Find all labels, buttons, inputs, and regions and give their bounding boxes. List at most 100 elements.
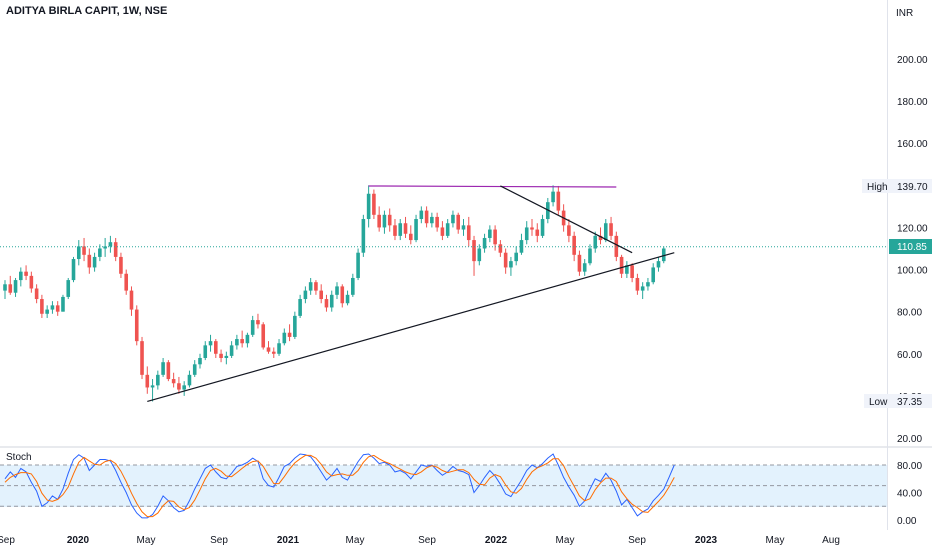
- candle-body: [614, 235, 619, 257]
- trendline-ascending: [147, 252, 675, 403]
- candle-body: [340, 286, 345, 304]
- candle-body: [282, 332, 287, 344]
- candle-body: [55, 305, 60, 312]
- candle-body: [145, 374, 150, 388]
- candle-body: [530, 227, 534, 230]
- time-tick-label: Sep: [210, 535, 228, 546]
- candle-body: [551, 191, 555, 203]
- candle-body: [229, 345, 234, 356]
- candle-body: [314, 282, 318, 291]
- candle-body: [593, 235, 598, 249]
- high-price-tag: High 139.70: [862, 179, 932, 193]
- candle-body: [319, 290, 323, 300]
- candle-body: [335, 286, 339, 295]
- time-tick-label: May: [556, 535, 575, 546]
- candle-body: [524, 227, 529, 241]
- stochastic-indicator: [0, 453, 887, 519]
- time-tick-label: Sep: [418, 535, 436, 546]
- candle-body: [261, 324, 266, 348]
- candle-body: [509, 261, 513, 268]
- candle-body: [456, 214, 461, 230]
- candle-body: [482, 237, 487, 249]
- candle-body: [477, 248, 482, 262]
- candle-body: [161, 362, 165, 375]
- candle-body: [382, 214, 387, 228]
- candle-body: [103, 246, 107, 249]
- candle-body: [372, 193, 376, 215]
- time-tick-label: 2023: [695, 535, 718, 546]
- candle-body: [166, 362, 171, 380]
- candle-body: [140, 341, 144, 375]
- candle-body: [466, 225, 471, 241]
- candlestick-series: [0, 185, 887, 402]
- candle-body: [71, 259, 76, 281]
- candle-body: [661, 248, 666, 262]
- candle-body: [398, 223, 403, 236]
- stoch-tick-label: 40.00: [897, 489, 922, 500]
- candle-body: [540, 219, 545, 236]
- candle-body: [366, 193, 371, 220]
- time-tick-label: May: [346, 535, 365, 546]
- high-value: 139.70: [897, 182, 928, 193]
- candle-body: [156, 374, 160, 386]
- candle-body: [219, 353, 223, 358]
- candle-body: [535, 229, 540, 236]
- price-tick-label: 160.00: [897, 139, 928, 150]
- candle-body: [451, 214, 455, 224]
- candle-body: [256, 320, 260, 325]
- price-tick-label: 200.00: [897, 55, 928, 66]
- candle-body: [498, 244, 503, 253]
- candle-body: [377, 214, 381, 228]
- candle-body: [514, 252, 518, 262]
- candle-body: [13, 280, 18, 293]
- symbol-title-text: ADITYA BIRLA CAPIT, 1W, NSE: [6, 5, 168, 17]
- candle-body: [598, 235, 603, 241]
- candle-body: [308, 282, 313, 291]
- candle-body: [572, 235, 576, 255]
- candle-body: [150, 385, 155, 388]
- low-price-tag: Low 37.35: [864, 394, 932, 408]
- candle-body: [24, 271, 28, 276]
- candle-body: [630, 265, 634, 278]
- stoch-tick-label: 0.00: [897, 516, 917, 527]
- time-tick-label: 2021: [277, 535, 300, 546]
- candle-body: [603, 223, 608, 241]
- candle-body: [192, 364, 197, 375]
- candle-body: [3, 284, 7, 291]
- time-tick-label: May: [766, 535, 785, 546]
- candle-body: [40, 299, 44, 314]
- time-tick-label: Aug: [822, 535, 840, 546]
- candle-body: [556, 191, 561, 211]
- candle-body: [129, 290, 134, 310]
- candle-body: [419, 210, 424, 220]
- currency-label: INR: [896, 8, 913, 19]
- candle-body: [588, 248, 592, 264]
- candle-body: [61, 296, 65, 312]
- stoch-k-line: [4, 453, 675, 519]
- candle-body: [461, 225, 466, 230]
- candle-body: [640, 286, 645, 291]
- candle-body: [345, 294, 350, 304]
- candle-body: [171, 379, 176, 384]
- candle-body: [488, 229, 492, 238]
- candle-body: [635, 277, 640, 291]
- candle-body: [440, 227, 445, 236]
- stoch-axis-ticks: 0.00 40.00 80.00: [897, 461, 922, 527]
- candle-body: [567, 225, 571, 236]
- indicator-label[interactable]: Stoch: [6, 452, 32, 463]
- candle-body: [424, 210, 429, 224]
- candle-body: [619, 256, 624, 274]
- symbol-title[interactable]: ADITYA BIRLA CAPIT, 1W, NSE: [6, 5, 167, 17]
- price-tick-label: 20.00: [897, 434, 922, 445]
- trendline-group: [147, 185, 675, 403]
- candle-body: [34, 288, 39, 300]
- candle-body: [656, 261, 661, 268]
- time-tick-label: 2020: [67, 535, 90, 546]
- candle-body: [271, 351, 276, 354]
- candle-body: [430, 216, 434, 224]
- candle-body: [76, 246, 81, 260]
- low-label: Low: [869, 397, 888, 408]
- candle-body: [625, 265, 629, 274]
- candle-body: [298, 299, 302, 316]
